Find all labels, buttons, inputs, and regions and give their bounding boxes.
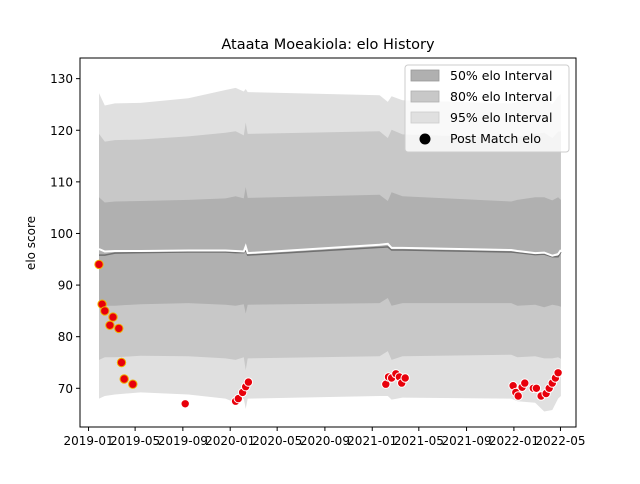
post-match-elo-point [520,378,530,388]
legend-box [404,64,570,153]
legend-label-band95: 95% elo Interval [450,110,552,125]
x-tick-label: 2019-05 [110,434,160,448]
legend-label-band80: 80% elo Interval [450,89,552,104]
y-tick-label: 130 [50,72,73,86]
y-axis-label: elo score [24,216,38,270]
x-tick-label: 2019-09 [158,434,208,448]
plot-area [94,87,563,412]
chart-title: Ataata Moeakiola: elo History [221,37,435,53]
y-tick-label: 100 [50,227,73,241]
y-tick-label: 70 [58,382,73,396]
post-match-elo-point [119,374,129,384]
post-match-elo-point [243,377,254,387]
x-tick-label: 2019-01 [63,434,113,448]
y-tick-label: 120 [50,124,73,138]
post-match-elo-point [100,306,110,316]
legend-label-band50: 50% elo Interval [450,68,552,83]
median-elo-line [98,242,562,257]
plot-frame [79,57,577,428]
x-tick-label: 2022-01 [489,434,539,448]
legend-marker-post-match-icon [419,133,431,145]
post-match-elo-point [114,323,124,334]
mean-elo-line [99,246,562,258]
post-match-elo-point [531,383,542,393]
x-tick-label: 2021-09 [441,434,491,448]
post-match-elo-point [400,373,410,383]
legend: 50% elo Interval 80% elo Interval 95% el… [404,64,570,153]
axes: 2019-012019-052019-092020-012020-052020-… [50,72,585,448]
post-match-elo-point [108,312,118,322]
legend-swatch-band80 [410,90,440,103]
legend-swatch-band50 [410,69,440,82]
post-match-elo-point [116,357,127,368]
x-tick-label: 2020-09 [300,434,350,448]
x-tick-label: 2020-01 [205,434,255,448]
post-match-elo-point [553,368,563,378]
legend-swatch-band95 [410,111,440,124]
y-tick-label: 80 [58,330,73,344]
y-tick-label: 90 [58,279,73,293]
x-tick-label: 2022-05 [535,434,585,448]
post-match-elo-point [180,399,190,409]
post-match-elo-point [105,320,115,330]
x-tick-label: 2020-05 [252,434,302,448]
x-tick-label: 2021-05 [394,434,444,448]
y-tick-label: 110 [50,175,73,189]
post-match-elo-point [94,259,104,270]
post-match-elo-point [128,379,138,389]
post-match-elo-point [513,391,523,401]
x-tick-label: 2021-01 [347,434,397,448]
legend-label-post-match: Post Match elo [450,131,541,146]
